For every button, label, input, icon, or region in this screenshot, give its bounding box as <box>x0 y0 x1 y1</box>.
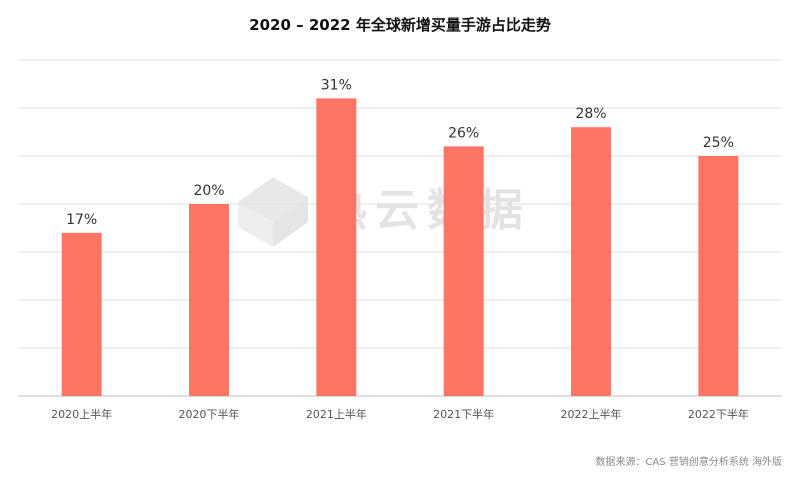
x-tick-label: 2020下半年 <box>179 407 240 421</box>
bar <box>698 156 739 396</box>
bar <box>443 146 484 396</box>
data-label: 31% <box>321 77 352 93</box>
data-label: 26% <box>448 125 479 141</box>
x-tick-label: 2021下半年 <box>433 407 494 421</box>
x-tick-label: 2022上半年 <box>561 407 622 421</box>
data-label: 25% <box>703 135 734 151</box>
bar <box>189 204 229 396</box>
x-tick-label: 2021上半年 <box>306 407 367 421</box>
chart-title: 2020 – 2022 年全球新增买量手游占比走势 <box>249 16 551 34</box>
data-label: 20% <box>193 183 224 199</box>
data-label: 28% <box>575 106 606 122</box>
watermark-logo-icon <box>238 177 308 247</box>
x-tick-label: 2020上半年 <box>51 407 112 421</box>
bar <box>571 127 611 396</box>
data-source-note: 数据来源：CAS 营销创意分析系统 海外版 <box>595 457 782 468</box>
data-label: 17% <box>66 212 97 228</box>
bar <box>61 232 102 396</box>
bar <box>316 98 357 397</box>
x-tick-label: 2022下半年 <box>688 407 749 421</box>
